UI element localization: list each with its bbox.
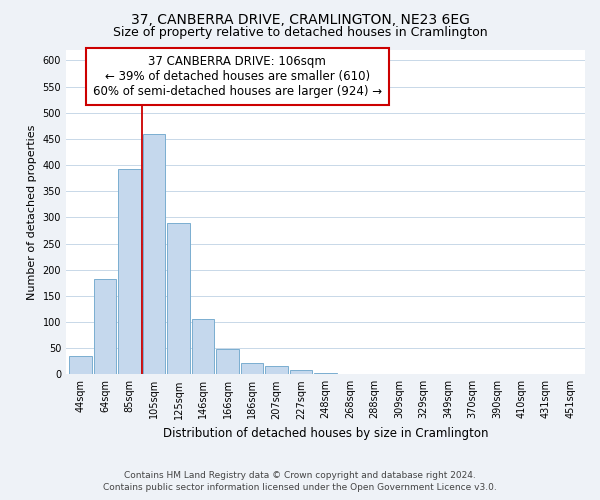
Bar [217, 349, 239, 374]
Y-axis label: Number of detached properties: Number of detached properties [27, 124, 37, 300]
Text: 37 CANBERRA DRIVE: 106sqm
← 39% of detached houses are smaller (610)
60% of semi: 37 CANBERRA DRIVE: 106sqm ← 39% of detac… [93, 55, 382, 98]
Bar [192, 320, 214, 374]
Bar [94, 278, 116, 374]
Text: 37, CANBERRA DRIVE, CRAMLINGTON, NE23 6EG: 37, CANBERRA DRIVE, CRAMLINGTON, NE23 6E… [131, 12, 469, 26]
Text: Contains HM Land Registry data © Crown copyright and database right 2024.
Contai: Contains HM Land Registry data © Crown c… [103, 471, 497, 492]
Text: Size of property relative to detached houses in Cramlington: Size of property relative to detached ho… [113, 26, 487, 39]
Bar [70, 356, 92, 374]
Bar [290, 370, 313, 374]
Bar [143, 134, 166, 374]
Bar [118, 168, 141, 374]
Bar [167, 222, 190, 374]
X-axis label: Distribution of detached houses by size in Cramlington: Distribution of detached houses by size … [163, 427, 488, 440]
Bar [241, 363, 263, 374]
Bar [265, 366, 288, 374]
